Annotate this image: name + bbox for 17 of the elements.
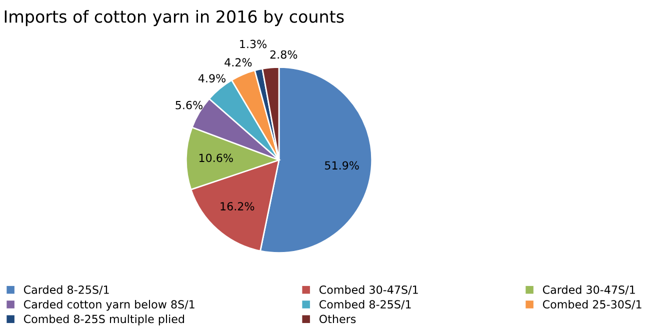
chart-title: Imports of cotton yarn in 2016 by counts bbox=[4, 10, 344, 26]
legend-label: Combed 30-47S/1 bbox=[319, 285, 418, 295]
data-label: 16.2% bbox=[220, 202, 254, 210]
legend-label: Others bbox=[319, 314, 356, 324]
data-label: 51.9% bbox=[325, 161, 359, 170]
data-label: 4.2% bbox=[224, 58, 252, 67]
data-label: 2.8% bbox=[270, 50, 298, 59]
legend-label: Carded 8-25S/1 bbox=[24, 285, 109, 295]
data-label: 1.3% bbox=[240, 40, 266, 48]
legend-label: Combed 25-30S/1 bbox=[542, 300, 642, 310]
data-label: 5.6% bbox=[176, 100, 202, 110]
legend-label: Carded cotton yarn below 8S/1 bbox=[24, 300, 194, 311]
data-label: 10.6% bbox=[199, 154, 233, 162]
legend-label: Combed 8-25S multiple plied bbox=[24, 314, 184, 326]
legend-label: Carded 30-47S/1 bbox=[542, 285, 635, 295]
legend-label: Combed 8-25S/1 bbox=[319, 300, 411, 310]
data-label: 4.9% bbox=[198, 74, 226, 82]
